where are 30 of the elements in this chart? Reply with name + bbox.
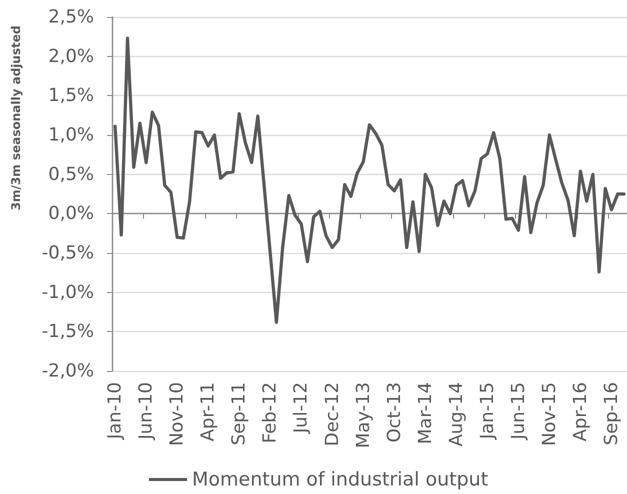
y-tick-label: 2,5% (48, 6, 94, 28)
x-tick-label: Jul-12 (290, 382, 312, 434)
x-tick-label: Sep-11 (228, 382, 250, 446)
x-tick-label: Oct-13 (384, 382, 405, 443)
x-tick-label: Aug-14 (446, 382, 467, 447)
x-tick-label: Jun-10 (136, 382, 157, 441)
y-axis-title: 3m/3m seasonally adjusted (9, 26, 23, 210)
x-tick-label: Nov-15 (538, 382, 560, 446)
y-tick-label: -0,5% (42, 242, 94, 264)
legend-label: Momentum of industrial output (192, 468, 488, 490)
x-tick-label: Jan-10 (104, 382, 126, 440)
y-tick-label: -2,0% (42, 360, 94, 382)
x-tick-label: Nov-10 (166, 382, 188, 446)
y-tick-label: 1,0% (48, 124, 94, 146)
line-series (114, 36, 626, 324)
x-tick-label: Sep-16 (600, 382, 622, 446)
x-tick-label: Dec-12 (322, 382, 343, 446)
x-tick-label: Apr-11 (198, 382, 219, 442)
x-tick-label: Apr-16 (570, 382, 591, 442)
x-tick-label: Jan-15 (476, 382, 498, 440)
x-tick-label: Jun-15 (508, 382, 529, 441)
y-tick-label: 1,5% (48, 85, 94, 106)
x-tick-label: Mar-14 (414, 382, 436, 444)
y-tick-label: -1,0% (42, 282, 94, 303)
x-tick-label: Feb-12 (260, 382, 281, 444)
x-tick-label: May-13 (352, 382, 374, 448)
y-tick-label: 0,5% (48, 164, 94, 185)
y-tick-label: 2,0% (48, 46, 94, 67)
y-tick-label: -1,5% (42, 321, 94, 342)
y-tick-label: 0,0% (48, 203, 94, 224)
